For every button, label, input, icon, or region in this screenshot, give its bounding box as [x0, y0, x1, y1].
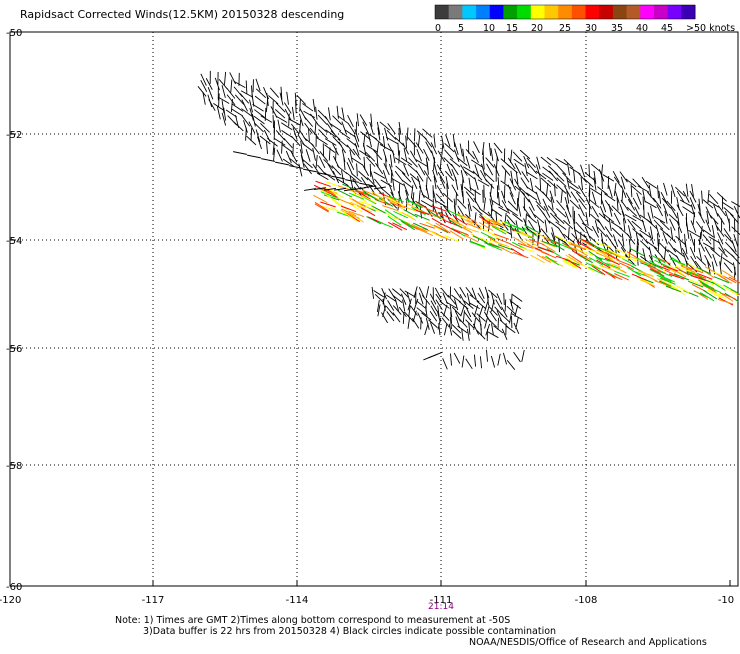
legend-swatch	[681, 5, 695, 19]
legend-label: >50 knots	[686, 23, 735, 34]
legend-label: 15	[506, 23, 518, 34]
map-title: Rapidsact Corrected Winds(12.5KM) 201503…	[20, 8, 344, 21]
legend-swatch	[586, 5, 600, 19]
y-tick-label: -60	[6, 582, 22, 593]
wind-barb	[608, 176, 609, 189]
legend-swatch	[599, 5, 613, 19]
x-tick-label: -117	[142, 595, 165, 606]
wind-barb	[589, 190, 590, 203]
legend-swatch	[640, 5, 654, 19]
wind-barb	[462, 177, 463, 190]
legend-swatch	[490, 5, 504, 19]
legend-swatch	[558, 5, 572, 19]
legend-label: 5	[458, 23, 464, 34]
legend-label: 30	[585, 23, 597, 34]
legend-label: 20	[531, 23, 543, 34]
y-tick-label: -56	[6, 344, 22, 355]
x-tick-label: -120	[0, 595, 21, 606]
wind-barb	[559, 239, 560, 252]
y-tick-label: -58	[6, 461, 22, 472]
wind-barb	[517, 198, 518, 211]
wind-barb	[456, 192, 457, 205]
legend-label: 10	[483, 23, 495, 34]
wind-barb	[505, 299, 506, 311]
wind-barb	[289, 114, 290, 127]
wind-barb	[219, 94, 220, 107]
wind-barb	[504, 293, 505, 305]
legend-swatch	[449, 5, 463, 19]
y-tick-label: -52	[6, 130, 22, 141]
wind-barb	[498, 318, 499, 330]
legend-swatch	[517, 5, 531, 19]
time-label: 21:14	[428, 602, 454, 612]
legend-swatch	[668, 5, 682, 19]
y-tick-label: -50	[6, 28, 22, 39]
x-tick-label: -108	[575, 595, 598, 606]
legend-swatch	[531, 5, 545, 19]
legend-swatch	[503, 5, 517, 19]
legend-swatch	[462, 5, 476, 19]
x-tick-label: -114	[286, 595, 309, 606]
wind-barb	[370, 164, 371, 177]
legend-swatch	[435, 5, 449, 19]
legend-label: 25	[559, 23, 571, 34]
wind-barb	[602, 176, 603, 189]
footnote-line-1: Note: 1) Times are GMT 2)Times along bot…	[115, 615, 556, 626]
legend-swatch	[627, 5, 641, 19]
legend-swatch	[572, 5, 586, 19]
wind-barb	[336, 148, 337, 161]
legend-label: 35	[611, 23, 623, 34]
legend-swatch	[476, 5, 490, 19]
legend-label: 45	[661, 23, 673, 34]
y-tick-label: -54	[6, 236, 22, 247]
footnotes: Note: 1) Times are GMT 2)Times along bot…	[115, 615, 556, 637]
wind-barb	[391, 170, 392, 183]
plot-frame	[10, 32, 738, 586]
footnote-line-2: 3)Data buffer is 22 hrs from 20150328 4)…	[115, 626, 556, 637]
x-tick-label: -10	[718, 595, 734, 606]
wind-barb	[540, 177, 541, 190]
legend-label: 40	[636, 23, 648, 34]
credit-line: NOAA/NESDIS/Office of Research and Appli…	[469, 637, 707, 648]
legend-swatch	[654, 5, 668, 19]
wind-barb	[282, 141, 283, 154]
legend-swatch	[544, 5, 558, 19]
legend-swatch	[613, 5, 627, 19]
wind-barb	[273, 115, 274, 128]
legend-label: 0	[435, 23, 441, 34]
color-legend: 0 5 10 15 20 25 30 35 40 45 >50 knots	[435, 5, 735, 34]
